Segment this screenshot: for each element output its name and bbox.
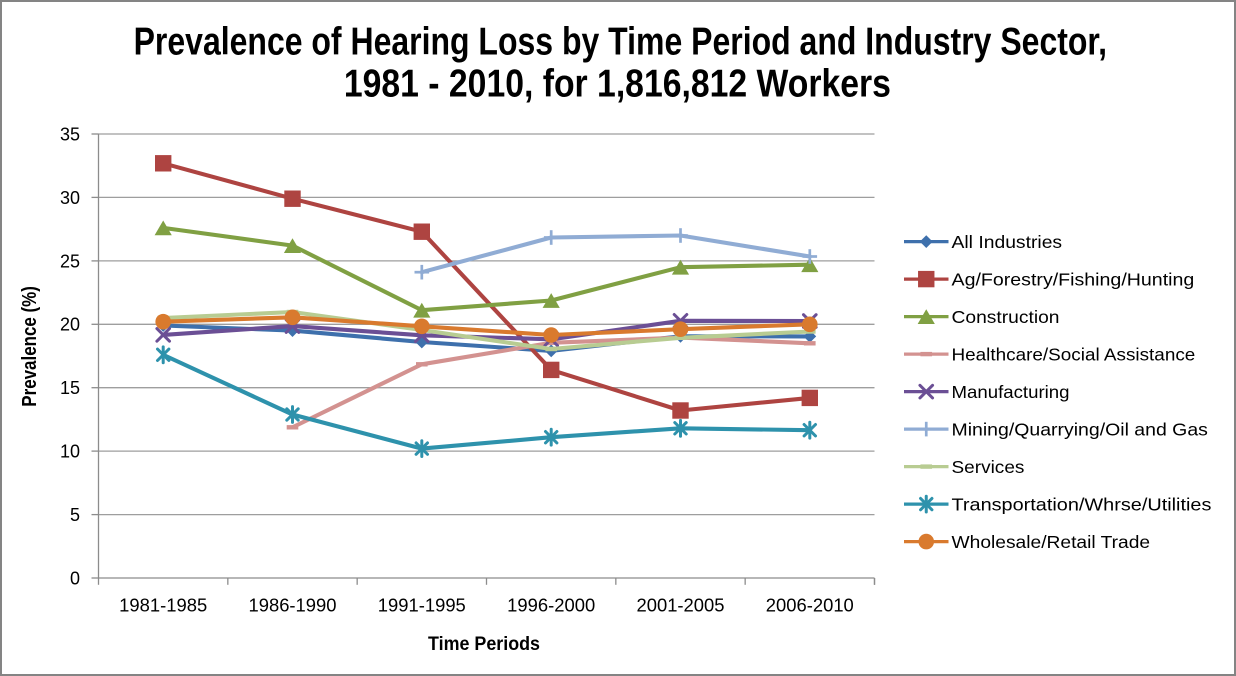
svg-text:20: 20 bbox=[60, 315, 80, 335]
svg-text:Prevalence of Hearing Loss by: Prevalence of Hearing Loss by Time Perio… bbox=[134, 21, 1107, 64]
svg-text:Time Periods: Time Periods bbox=[428, 634, 540, 655]
svg-text:Construction: Construction bbox=[952, 307, 1060, 327]
svg-text:Healthcare/Social Assistance: Healthcare/Social Assistance bbox=[952, 344, 1196, 364]
svg-text:30: 30 bbox=[60, 188, 80, 208]
svg-text:1981 - 2010, for 1,816,812 Wor: 1981 - 2010, for 1,816,812 Workers bbox=[344, 63, 891, 106]
svg-text:All Industries: All Industries bbox=[952, 232, 1063, 252]
svg-text:0: 0 bbox=[70, 568, 80, 588]
svg-text:Transportation/Whrse/Utilities: Transportation/Whrse/Utilities bbox=[952, 494, 1212, 514]
svg-text:Ag/Forestry/Fishing/Hunting: Ag/Forestry/Fishing/Hunting bbox=[952, 269, 1195, 289]
svg-text:Mining/Quarrying/Oil and Gas: Mining/Quarrying/Oil and Gas bbox=[952, 419, 1209, 439]
svg-text:2006-2010: 2006-2010 bbox=[766, 596, 854, 616]
svg-text:Services: Services bbox=[952, 457, 1025, 477]
svg-text:1996-2000: 1996-2000 bbox=[507, 596, 595, 616]
svg-text:Wholesale/Retail Trade: Wholesale/Retail Trade bbox=[952, 532, 1151, 552]
svg-text:1981-1985: 1981-1985 bbox=[119, 596, 207, 616]
svg-text:10: 10 bbox=[60, 442, 80, 462]
svg-text:15: 15 bbox=[60, 378, 80, 398]
svg-text:Prevalence (%): Prevalence (%) bbox=[19, 286, 41, 407]
svg-text:35: 35 bbox=[60, 124, 80, 144]
svg-text:2001-2005: 2001-2005 bbox=[637, 596, 725, 616]
svg-text:1991-1995: 1991-1995 bbox=[378, 596, 466, 616]
svg-text:1986-1990: 1986-1990 bbox=[249, 596, 337, 616]
svg-text:Manufacturing: Manufacturing bbox=[952, 382, 1070, 402]
svg-text:5: 5 bbox=[70, 505, 80, 525]
svg-text:25: 25 bbox=[60, 251, 80, 271]
